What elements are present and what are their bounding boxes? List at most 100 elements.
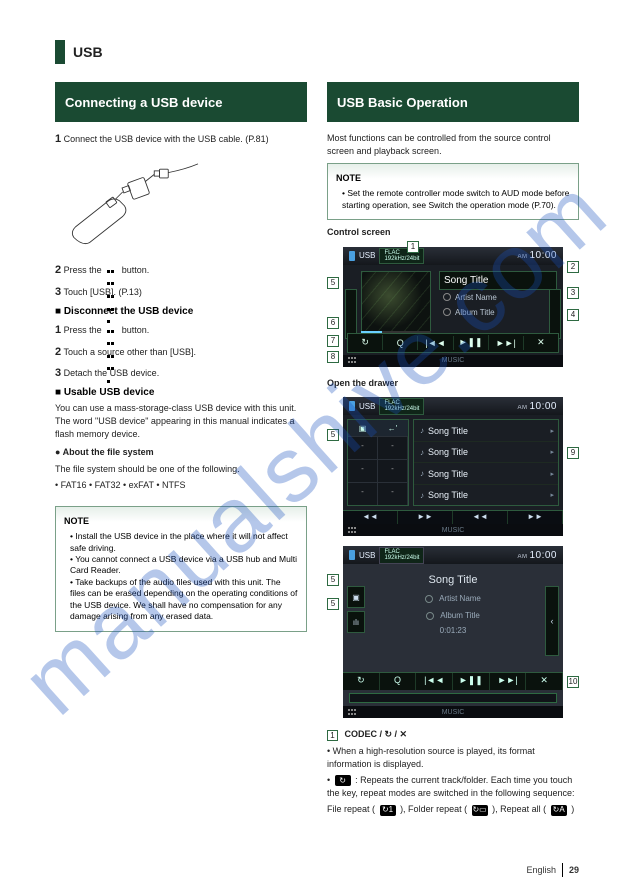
device-footer: MUSIC: [343, 524, 563, 536]
usb-icon: [349, 550, 355, 560]
album-title: Album Title: [440, 611, 480, 620]
left-drawer-tab[interactable]: [345, 289, 357, 339]
skip-back-button[interactable]: ◄◄: [453, 511, 508, 524]
home-icon[interactable]: [347, 708, 357, 716]
song-list: ♪Song Title▸ ♪Song Title▸ ♪Song Title▸ ♪…: [413, 419, 559, 506]
album-art[interactable]: [361, 271, 431, 333]
prev-button[interactable]: |◄◄: [416, 673, 453, 690]
disconnect-heading: ■ Disconnect the USB device: [55, 306, 307, 317]
list-item[interactable]: ♪Song Title▸: [414, 442, 558, 464]
album-title: Album Title: [455, 308, 495, 317]
drawer-list-figure: 5 9 USB FLAC 192kHz/24bit AM10:00: [327, 397, 579, 536]
device-source: USB: [359, 551, 375, 560]
callout-5c: 5: [327, 574, 339, 586]
footer-divider: [562, 863, 563, 877]
home-icon[interactable]: [347, 526, 357, 534]
device-screenshot-play: USB FLAC 192kHz/24bit AM10:00 ▣ ılı Song…: [343, 546, 563, 718]
repeat-all-icon: ↻A: [551, 805, 567, 816]
list-footer: ◄◄ ►► ◄◄ ►►: [343, 510, 563, 524]
shuffle-button[interactable]: ✕: [524, 335, 558, 350]
home-grid-icon: [104, 324, 119, 338]
artist-name: Artist Name: [439, 594, 481, 603]
cell[interactable]: -: [348, 459, 378, 482]
album-icon: [426, 612, 434, 620]
folder-button[interactable]: ▣: [347, 586, 365, 608]
search-button[interactable]: Q: [380, 673, 417, 690]
prev-button[interactable]: |◄◄: [418, 336, 453, 350]
step-num: 2: [55, 346, 61, 358]
right-header: USB Basic Operation: [327, 82, 579, 122]
bottom-function-bar[interactable]: [349, 693, 557, 703]
folder-icon[interactable]: ▣: [359, 424, 367, 433]
callout-2: 2: [567, 261, 579, 273]
step-2: 2 Press the button.: [55, 263, 307, 278]
usable-body: You can use a mass-storage-class USB dev…: [55, 402, 307, 440]
search-button[interactable]: Q: [383, 336, 418, 350]
d-step-3: 3 Detach the USB device.: [55, 366, 307, 381]
cell[interactable]: -: [348, 436, 378, 459]
cell[interactable]: -: [378, 436, 408, 459]
step-num: 1: [55, 133, 61, 145]
transport-controls: ↻ Q |◄◄ ►❚❚ ►►| ✕: [343, 672, 563, 690]
usb-cable-illustration: [65, 155, 205, 255]
skip-back-button[interactable]: ◄◄: [343, 511, 398, 524]
desc-text: ): [571, 804, 574, 814]
right-drawer-tab[interactable]: [549, 289, 561, 339]
device-clock: AM10:00: [517, 250, 557, 261]
play-pause-button[interactable]: ►❚❚: [454, 335, 489, 350]
cell[interactable]: -: [378, 459, 408, 482]
step-text-pre: Press the: [64, 325, 105, 335]
clock-ampm: AM: [517, 254, 527, 260]
clock-ampm: AM: [517, 405, 527, 411]
step-text: Touch a source other than [USB].: [63, 347, 196, 357]
play-pause-button[interactable]: ►❚❚: [453, 673, 490, 690]
step-text-pre: Press the: [64, 265, 105, 275]
callout-5: 5: [327, 277, 339, 289]
fs-list: • FAT16 • FAT32 • exFAT • NTFS: [55, 479, 307, 492]
left-column: Connecting a USB device 1 Connect the US…: [55, 82, 307, 820]
skip-fwd-button[interactable]: ►►: [398, 511, 453, 524]
footer-label: MUSIC: [442, 709, 465, 716]
control-screen-figure: 5 6 7 8 1 2 3 4 USB FLAC 192kHz/24bit: [327, 247, 579, 367]
shuffle-button[interactable]: ✕: [526, 673, 563, 690]
step-num: 3: [55, 286, 61, 298]
list-item[interactable]: ♪Song Title▸: [414, 485, 558, 506]
desc-body-3: File repeat ( ↻1 ), Folder repeat ( ↻▭ )…: [327, 803, 579, 816]
right-note-box: NOTE Set the remote controller mode swit…: [327, 163, 579, 220]
usable-heading: ■ Usable USB device: [55, 387, 307, 398]
cell[interactable]: -: [378, 482, 408, 505]
list-item[interactable]: ♪Song Title▸: [414, 420, 558, 442]
right-column: USB Basic Operation Most functions can b…: [327, 82, 579, 820]
note-item: You cannot connect a USB device via a US…: [70, 554, 298, 577]
callout-3: 3: [567, 287, 579, 299]
cell[interactable]: -: [348, 482, 378, 505]
fs-body: The file system should be one of the fol…: [55, 463, 307, 476]
device-source: USB: [359, 251, 375, 260]
desc-body-2: • ↻ : Repeats the current track/folder. …: [327, 774, 579, 799]
eq-button[interactable]: ılı: [347, 611, 365, 633]
home-icon[interactable]: [347, 357, 357, 365]
list-item[interactable]: ♪Song Title▸: [414, 463, 558, 485]
callout-9: 9: [567, 447, 579, 459]
desc-name: CODEC / ↻ / ✕: [345, 729, 408, 739]
home-grid-icon: [104, 264, 119, 278]
callout-8: 8: [327, 351, 339, 363]
skip-fwd-button[interactable]: ►►: [508, 511, 563, 524]
song-title: Song Title: [439, 271, 557, 290]
d-step-1: 1 Press the button.: [55, 323, 307, 338]
fs-heading: ● About the file system: [55, 446, 307, 459]
desc-body-1: • When a high-resolution source is playe…: [327, 745, 579, 770]
repeat-button[interactable]: ↻: [348, 335, 383, 350]
next-button[interactable]: ►►|: [490, 673, 527, 690]
transport-controls: ↻ Q |◄◄ ►❚❚ ►►| ✕: [347, 333, 559, 353]
footer-page-number: 29: [569, 865, 579, 875]
right-drawer-tab[interactable]: ‹: [545, 586, 559, 656]
repeat-one-icon: ↻1: [380, 805, 396, 816]
desc-text: : Repeats the current track/folder. Each…: [327, 775, 574, 798]
next-button[interactable]: ►►|: [489, 336, 524, 350]
step-text-post: button.: [122, 325, 150, 335]
repeat-button[interactable]: ↻: [343, 673, 380, 690]
up-icon[interactable]: ←': [388, 424, 398, 433]
artist-icon: [443, 293, 451, 301]
clock-time: 10:00: [529, 550, 557, 561]
